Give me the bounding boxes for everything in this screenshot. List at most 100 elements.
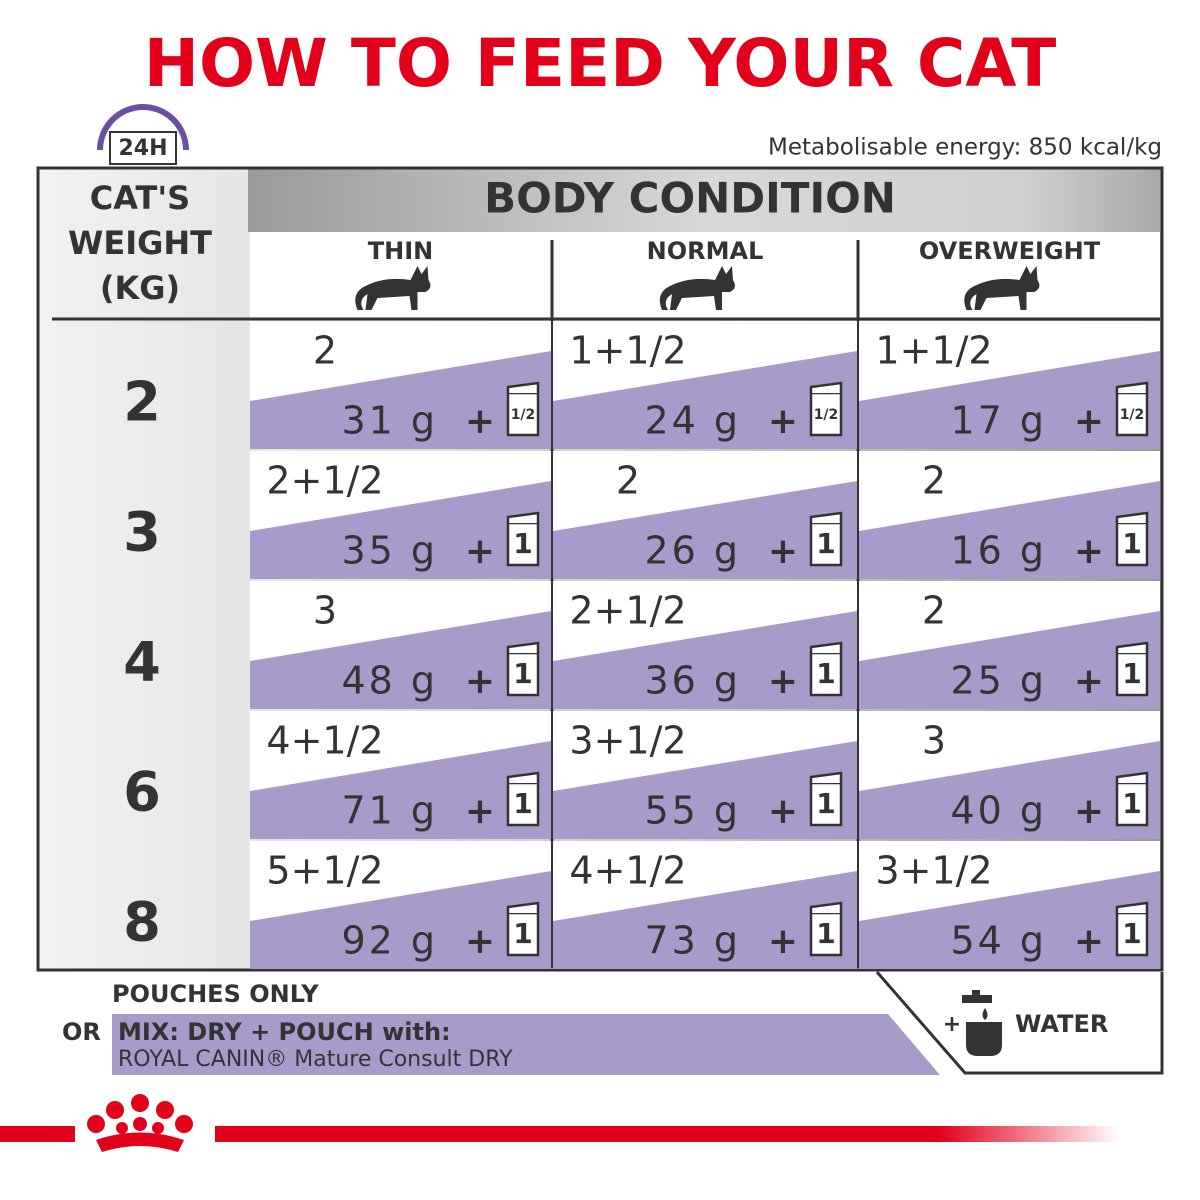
pouch-label: 1: [816, 787, 835, 820]
dry-amount: 16 g: [950, 529, 1047, 573]
plus: +: [768, 791, 798, 832]
weight-header: CAT'S: [90, 179, 190, 217]
pouch-icon: [1115, 651, 1149, 697]
pouch-label: 1: [513, 917, 532, 950]
pouches: 3+1/2: [569, 719, 686, 763]
dry-amount: 55 g: [644, 789, 741, 833]
pouches: 2: [313, 329, 337, 373]
cell-band: [553, 741, 857, 839]
water-plus: +: [943, 1012, 961, 1037]
cell-band: [859, 351, 1160, 449]
pouch-top: [506, 381, 540, 393]
pouch-top: [809, 511, 843, 523]
pouch-top: [1115, 511, 1149, 523]
mix-band: [112, 1014, 940, 1075]
pouches: 4+1/2: [569, 849, 686, 893]
pouches: 2+1/2: [266, 459, 383, 503]
pouch-top: [1115, 771, 1149, 783]
weight: 8: [123, 891, 161, 954]
plus: +: [1074, 401, 1104, 442]
pouches: 1+1/2: [875, 329, 992, 373]
pouches: 2+1/2: [569, 589, 686, 633]
pouch-label: 1/2: [511, 407, 536, 423]
pouches: 3: [313, 589, 337, 633]
dry-amount: 36 g: [644, 659, 741, 703]
plus: +: [768, 401, 798, 442]
dry-amount: 26 g: [644, 529, 741, 573]
plus: +: [768, 921, 798, 962]
cell-band: [859, 871, 1160, 969]
weight-header: (KG): [100, 269, 180, 307]
clock-box: [109, 131, 177, 165]
pouch-label: 1: [513, 527, 532, 560]
cat-icon: [659, 266, 735, 310]
pouch-icon: [506, 391, 540, 437]
pouch-label: 1: [816, 917, 835, 950]
pouch-icon: [506, 521, 540, 567]
plus: +: [1074, 921, 1104, 962]
cell-band: [250, 351, 551, 449]
plus: +: [465, 531, 495, 572]
clock: [97, 104, 189, 151]
plus: +: [1074, 791, 1104, 832]
pouch-top: [809, 641, 843, 653]
dry-amount: 31 g: [341, 399, 438, 443]
weight: 4: [123, 631, 161, 694]
plus: +: [465, 921, 495, 962]
pouch-icon: [506, 781, 540, 827]
cell-band: [250, 871, 551, 969]
plus: +: [465, 791, 495, 832]
pouch-top: [1115, 901, 1149, 913]
pouch-top: [809, 901, 843, 913]
energy: Metabolisable energy: 850 kcal/kg: [768, 135, 1162, 161]
dry-amount: 40 g: [950, 789, 1047, 833]
dry-amount: 24 g: [644, 399, 741, 443]
brand-line: [0, 1126, 75, 1142]
table-border: [36, 166, 1164, 972]
dry-amount: 73 g: [644, 919, 741, 963]
or: OR: [62, 1018, 101, 1046]
pouch-label: 1: [513, 787, 532, 820]
cell-band: [859, 481, 1160, 579]
pouches: 4+1/2: [266, 719, 383, 763]
column-header: THIN: [368, 237, 433, 265]
pouch-icon: [1115, 781, 1149, 827]
pouches: 3: [922, 719, 946, 763]
dry-amount: 17 g: [950, 399, 1047, 443]
cell-band: [859, 611, 1160, 709]
plus: +: [1074, 531, 1104, 572]
pouch-label: 1: [816, 657, 835, 690]
condition-header: BODY CONDITION: [484, 174, 896, 223]
column-header-bg: [250, 232, 1160, 318]
plus: +: [768, 531, 798, 572]
plus: +: [1074, 661, 1104, 702]
pouch-label: 1/2: [814, 407, 839, 423]
water-box: [875, 971, 1164, 1075]
pouch-top: [809, 771, 843, 783]
plus: +: [465, 401, 495, 442]
cat-icon: [355, 266, 431, 310]
dry-amount: 48 g: [341, 659, 438, 703]
weight: 3: [123, 501, 161, 564]
dry-amount: 92 g: [341, 919, 438, 963]
pouches: 3+1/2: [875, 849, 992, 893]
title: HOW TO FEED YOUR CAT: [144, 25, 1057, 102]
pouch-top: [506, 641, 540, 653]
pouch-icon: [809, 781, 843, 827]
header-band: [248, 168, 1162, 232]
weight: 2: [123, 371, 161, 434]
water: WATER: [1015, 1010, 1108, 1038]
pouch-top: [506, 771, 540, 783]
pouches: 2: [922, 589, 946, 633]
pouch-top: [506, 901, 540, 913]
pouch-label: 1: [513, 657, 532, 690]
cell-band: [250, 611, 551, 709]
pouch-icon: [809, 521, 843, 567]
pouch-icon: [1115, 521, 1149, 567]
dry-amount: 54 g: [950, 919, 1047, 963]
pouches: 5+1/2: [266, 849, 383, 893]
cell-band: [859, 741, 1160, 839]
pouch-label: 1/2: [1120, 407, 1145, 423]
cell-band: [250, 741, 551, 839]
plus: +: [465, 661, 495, 702]
